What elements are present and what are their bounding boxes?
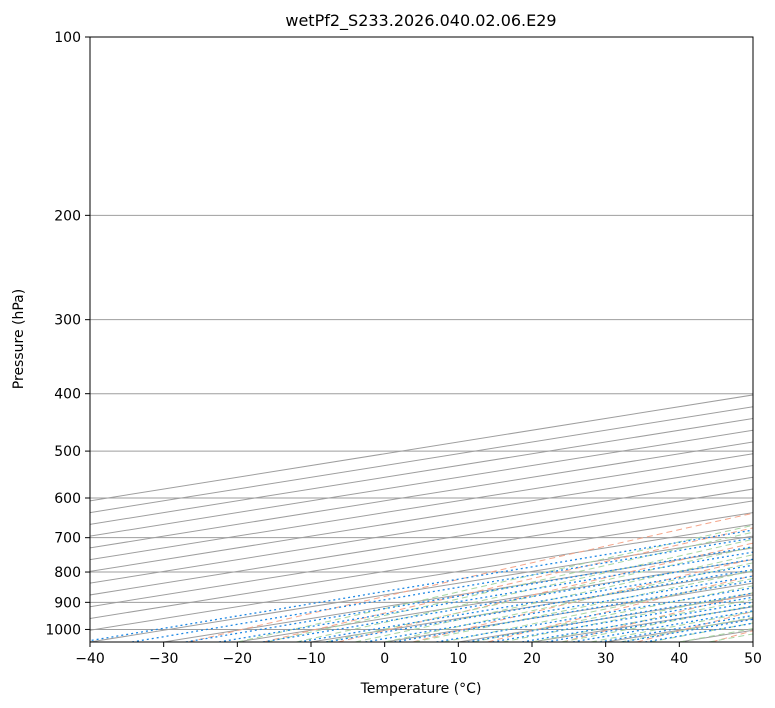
isotherm-line — [90, 476, 753, 584]
mixing-ratio-line — [622, 618, 753, 642]
mixing-ratio-line — [218, 551, 753, 642]
y-tick-label: 1000 — [45, 622, 81, 638]
dry-adiabat-line — [338, 542, 753, 642]
isotherm-line — [752, 641, 753, 642]
y-tick-label: 500 — [54, 444, 81, 460]
moist-adiabat-line — [266, 531, 753, 642]
mixing-ratio-line — [365, 575, 753, 642]
isotherm-line — [90, 453, 753, 561]
y-tick-label: 200 — [54, 208, 81, 224]
isotherm-line — [605, 617, 753, 642]
x-tick-label: −10 — [296, 651, 326, 667]
isotherm-line — [679, 629, 753, 642]
y-tick-label: 100 — [54, 30, 81, 46]
moist-adiabat-line — [237, 524, 753, 642]
x-tick-label: −40 — [75, 651, 105, 667]
grid-layer — [90, 37, 753, 642]
isotherm-line — [90, 488, 753, 596]
y-tick-label: 600 — [54, 491, 81, 507]
isotherm-line — [163, 547, 753, 642]
dry-adiabat-line — [412, 558, 753, 642]
isotherm-line — [458, 594, 753, 642]
x-tick-label: −30 — [149, 651, 179, 667]
moist-adiabat-line — [620, 616, 753, 642]
isotherm-line — [384, 582, 753, 642]
isotherm-line — [90, 523, 753, 631]
isotherm-line — [531, 606, 753, 642]
moist-adiabat-line — [325, 546, 753, 642]
x-tick-label: 20 — [523, 651, 541, 667]
moist-adiabat-line — [355, 554, 753, 642]
dry-adiabat-line — [263, 527, 753, 642]
y-tick-label: 800 — [54, 565, 81, 581]
plot-frame — [89, 36, 754, 643]
y-tick-label: 700 — [54, 531, 81, 547]
moist-adiabat-line — [384, 562, 753, 642]
y-tick-label: 400 — [54, 387, 81, 403]
mixing-ratio-line — [262, 558, 753, 642]
mixing-ratio-line — [131, 537, 753, 642]
isotherm-line — [90, 465, 753, 572]
moist-adiabat-line — [443, 577, 753, 642]
moist-adiabat-line — [414, 570, 753, 642]
x-tick-label: 50 — [744, 651, 762, 667]
mixing-ratio-line — [299, 564, 753, 642]
x-tick-label: 30 — [597, 651, 615, 667]
isotherm-line — [310, 570, 753, 642]
isotherm-line — [90, 441, 753, 549]
isotherm-line — [237, 559, 753, 642]
y-tick-label: 300 — [54, 313, 81, 329]
x-axis-label: Temperature (°C) — [360, 681, 482, 697]
x-tick-label: 40 — [670, 651, 688, 667]
dry-adiabat-line — [711, 630, 753, 642]
moist-adiabat-line — [679, 628, 753, 642]
y-tick-label: 900 — [54, 595, 81, 611]
isotherm-line — [90, 512, 753, 619]
chart-title: wetPf2_S233.2026.040.02.06.E29 — [285, 11, 556, 31]
x-tick-label: 0 — [380, 651, 389, 667]
x-tick-label: −20 — [223, 651, 253, 667]
axes-layer: −40 −30 −20 −10 0 10 20 30 40 50 100 200 300 400 500 60… — [45, 30, 762, 667]
moist-adiabat-line — [590, 611, 753, 642]
y-axis-label: Pressure (hPa) — [11, 289, 27, 389]
dry-adiabat-line — [487, 575, 753, 642]
mixing-ratio-line — [185, 546, 753, 642]
moist-adiabat-line — [296, 538, 753, 642]
isotherm-line — [90, 535, 753, 642]
isotherm-line — [90, 500, 753, 608]
x-tick-label: 10 — [449, 651, 467, 667]
dry-adiabat-line — [188, 512, 753, 642]
moist-adiabat-line — [531, 598, 753, 642]
mixing-ratio-line — [325, 568, 753, 642]
